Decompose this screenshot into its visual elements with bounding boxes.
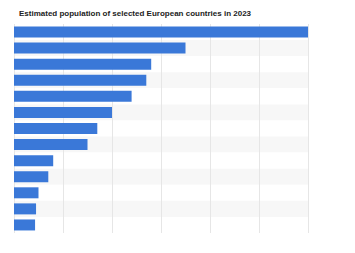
svg-text:Estimated population of select: Estimated population of selected Europea… xyxy=(19,9,252,18)
